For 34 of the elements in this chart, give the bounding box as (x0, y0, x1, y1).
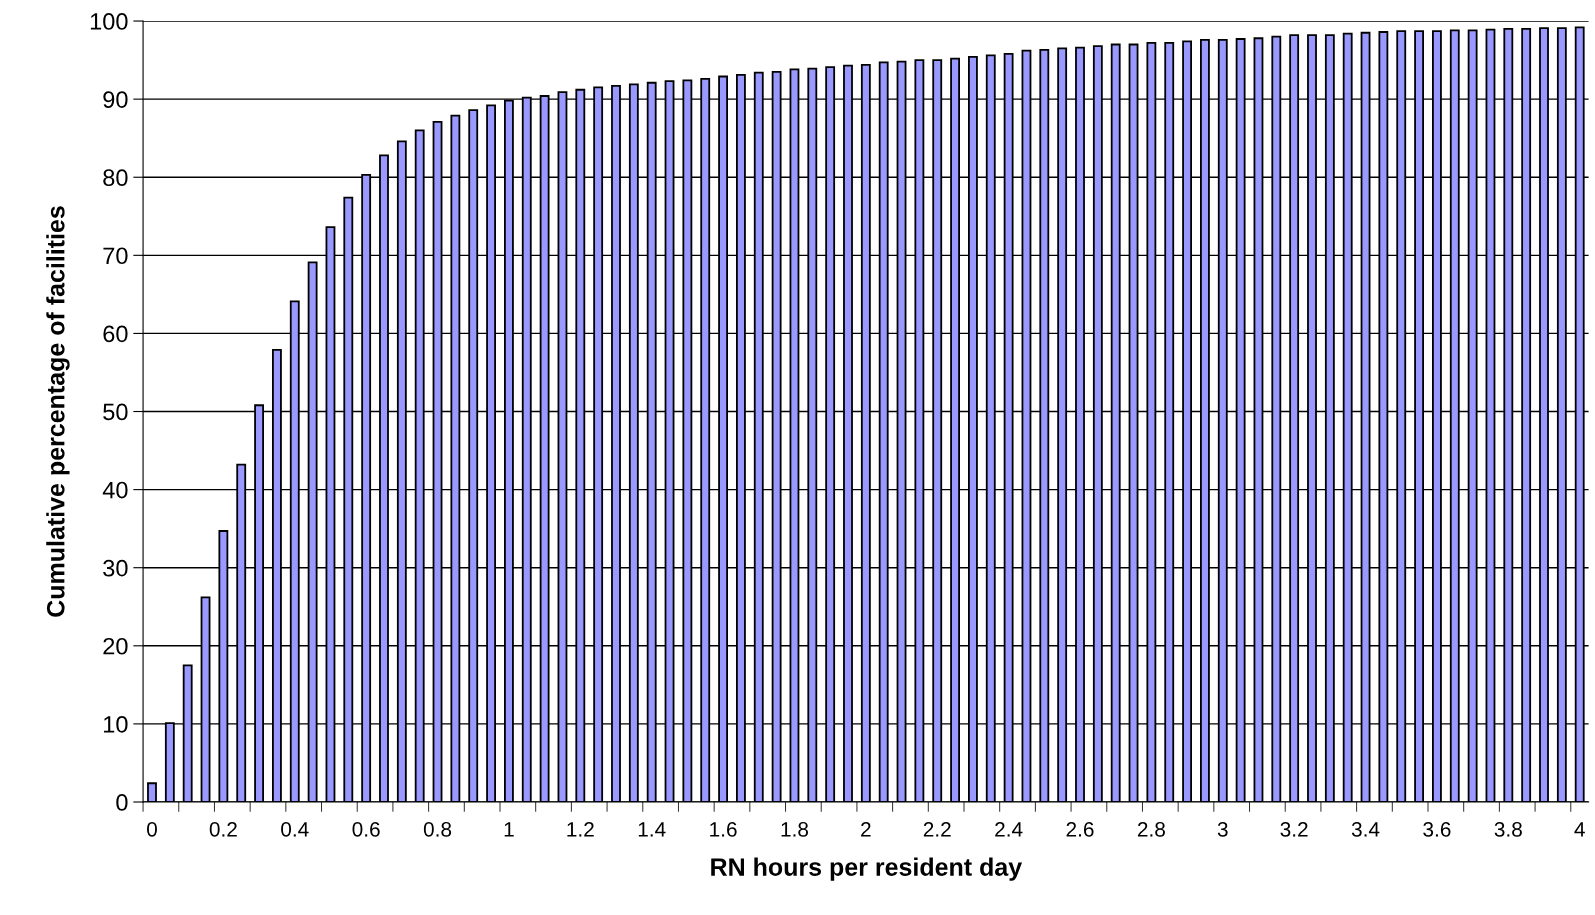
y-axis-title: Cumulative percentage of facilities (46, 206, 70, 617)
x-tick-label: 3.2 (1280, 821, 1308, 837)
y-tick-label: 50 (103, 403, 128, 421)
x-tick-label: 3 (1217, 821, 1228, 837)
x-tick-label: 1.8 (781, 821, 809, 837)
x-tick-label: 1 (504, 822, 514, 837)
x-tick-label: 0.2 (209, 821, 237, 837)
x-tick-label: 2 (861, 821, 871, 837)
y-tick-label: 0 (116, 794, 128, 811)
y-tick-label: 80 (103, 169, 128, 187)
x-tick-label: 1.2 (567, 821, 594, 837)
x-tick-label: 2.2 (923, 821, 951, 837)
x-tick-label: 3.4 (1351, 821, 1380, 837)
x-tick-label: 0.6 (352, 821, 380, 837)
x-tick-label: 3.6 (1423, 821, 1451, 837)
y-tick-label: 20 (103, 637, 128, 655)
x-tick-label: 3.8 (1494, 821, 1522, 837)
y-tick-label: 30 (103, 559, 128, 577)
y-tick-label: 60 (103, 325, 128, 343)
x-tick-label: 2.6 (1066, 821, 1094, 837)
x-tick-label: 2.4 (995, 821, 1023, 837)
y-tick-label: 90 (103, 91, 128, 108)
y-tick-label: 10 (104, 715, 128, 733)
x-axis-title: RN hours per resident day (711, 857, 1023, 881)
x-tick-label: 0.8 (423, 821, 452, 837)
y-tick-label: 70 (103, 247, 128, 265)
x-tick-label: 1.4 (638, 822, 666, 837)
x-tick-label: 0.4 (281, 821, 309, 837)
x-tick-label: 2.8 (1137, 821, 1165, 837)
x-tick-label: 4 (1574, 822, 1585, 837)
y-tick-label: 100 (90, 13, 128, 30)
y-tick-label: 40 (102, 481, 128, 499)
x-tick-label: 1.6 (710, 821, 737, 837)
x-tick-label: 0 (147, 821, 157, 837)
